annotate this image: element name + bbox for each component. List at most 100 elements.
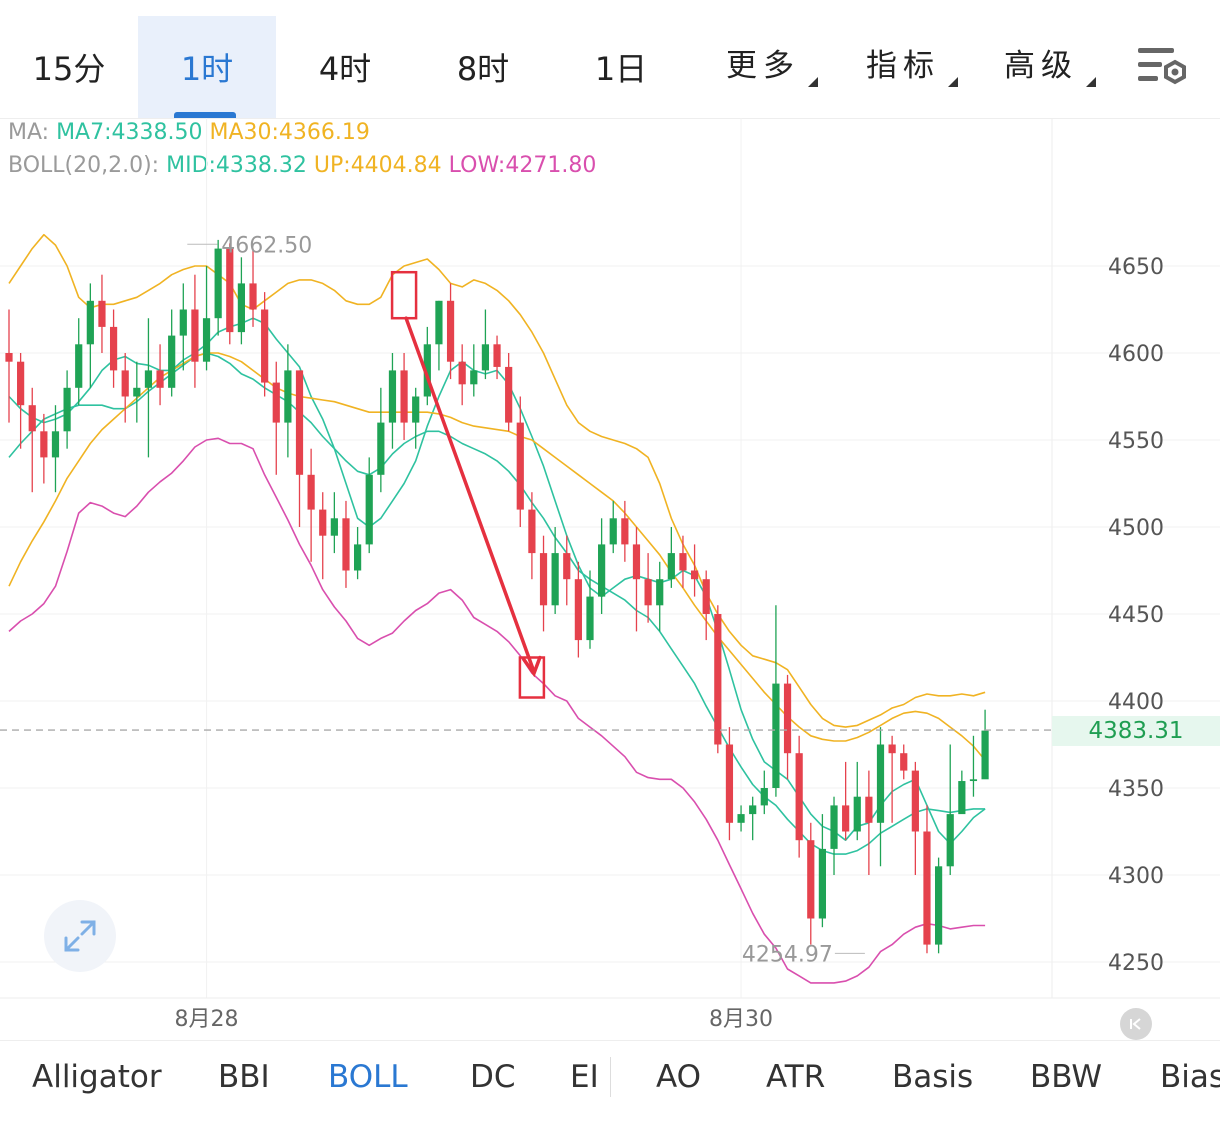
tab-15m[interactable]: 15分 (0, 16, 138, 118)
candle-body-up (609, 518, 617, 545)
y-axis-tick-label: 4600 (1108, 342, 1164, 367)
tab-1d[interactable]: 1日 (552, 16, 690, 118)
indicator-tab-ao[interactable]: AO (656, 1059, 702, 1095)
candle-body-up (760, 788, 768, 806)
indicator-tab-bias[interactable]: Bias (1160, 1059, 1220, 1095)
indicator-tab-bbw[interactable]: BBW (1030, 1059, 1103, 1095)
indicator-tab-ei[interactable]: EI (570, 1059, 596, 1095)
candle-body-down (191, 309, 199, 362)
candle-body-up (818, 848, 826, 919)
candle-body-up (75, 344, 83, 388)
candle-body-down (807, 840, 815, 919)
candle-body-up (365, 474, 373, 545)
candle-body-up (423, 344, 431, 397)
fullscreen-button[interactable] (44, 900, 116, 972)
y-axis-tick-label: 4400 (1108, 690, 1164, 715)
drawing-arrowhead (522, 655, 542, 678)
x-axis-tick-label: 8月28 (175, 1007, 239, 1032)
more-menu-button[interactable]: 更多 (726, 40, 818, 87)
candle-body-down (319, 509, 327, 536)
candle-body-down (621, 518, 629, 545)
candle-body-down (679, 553, 687, 571)
y-axis-tick-label: 4550 (1108, 429, 1164, 454)
tab-4h-label: 4时 (318, 50, 372, 88)
candle-body-up (656, 579, 664, 606)
advanced-menu-label: 高级 (1004, 48, 1078, 84)
y-axis-tick-label: 4650 (1108, 255, 1164, 280)
tab-8h[interactable]: 8时 (414, 16, 552, 118)
tab-4h[interactable]: 4时 (276, 16, 414, 118)
series-line-mid (8, 352, 986, 855)
candle-body-up (946, 814, 954, 867)
candlestick-chart[interactable]: 4650 4600 4550 4500 4450 4400 4350 4300 4250 8月28… (0, 118, 1220, 1038)
drawing-end-box (518, 656, 546, 699)
ma7-value: MA7:4338.50 (56, 120, 203, 145)
candle-body-down (714, 614, 722, 745)
candle-body-down (226, 248, 234, 333)
indicator-tab-bar: Alligator BBI BOLL DC EI AO ATR Basis BB… (0, 1040, 1220, 1124)
candle-body-up (214, 248, 222, 319)
candle-body-up (749, 805, 757, 815)
indicator-tab-boll[interactable]: BOLL (328, 1059, 408, 1095)
boll-low-value: LOW:4271.80 (448, 153, 597, 178)
chart-settings-button[interactable] (1136, 44, 1188, 88)
candle-body-down (28, 405, 36, 432)
boll-legend: BOLL(20,2.0): MID:4338.32 UP:4404.84 LOW… (8, 153, 596, 178)
indicator-tab-basis[interactable]: Basis (892, 1059, 974, 1095)
advanced-menu-button[interactable]: 高级 (1004, 40, 1096, 87)
indicators-menu-button[interactable]: 指标 (866, 40, 958, 87)
candle-body-up (935, 866, 943, 945)
candle-body-up (144, 370, 153, 388)
candle-body-down (40, 431, 48, 458)
candle-body-down (690, 570, 699, 580)
boll-up-value: UP:4404.84 (313, 153, 442, 178)
indicator-tab-bbi[interactable]: BBI (218, 1059, 270, 1095)
tab-8h-label: 8时 (456, 50, 510, 88)
candle-body-down (446, 300, 455, 362)
candle-body-down (249, 283, 257, 310)
candle-body-up (470, 370, 478, 385)
candle-body-down (272, 382, 280, 423)
candle-body-up (737, 814, 745, 823)
candle-body-down (923, 831, 931, 945)
tab-1h[interactable]: 1时 (138, 16, 276, 118)
active-tab-underline (174, 112, 236, 118)
candle-body-up (168, 335, 176, 388)
indicator-divider (610, 1057, 611, 1097)
scroll-to-latest-button[interactable] (1120, 1008, 1152, 1040)
candle-body-down (539, 553, 548, 606)
candle-body-up (330, 518, 338, 536)
ma-legend-prefix: MA: (8, 120, 50, 145)
candle-body-down (888, 744, 896, 754)
low-price-label: 4254.97 (742, 942, 833, 967)
x-axis-tick-label: 8月30 (709, 1007, 773, 1032)
candle-body-down (632, 544, 641, 580)
series-line-low (8, 437, 986, 984)
indicator-tab-alligator[interactable]: Alligator (32, 1059, 162, 1095)
candle-body-up (876, 744, 885, 823)
candle-body-down (563, 553, 571, 580)
candle-body-up (388, 370, 397, 423)
candle-body-up (958, 781, 966, 815)
candle-body-down (911, 770, 919, 832)
candle-body-up (51, 431, 60, 458)
candle-body-down (121, 370, 129, 397)
dropdown-corner-icon (1086, 77, 1096, 87)
candle-body-down (295, 370, 304, 475)
dropdown-corner-icon (948, 77, 958, 87)
indicator-tab-dc[interactable]: DC (470, 1059, 516, 1095)
tab-1d-label: 1日 (594, 50, 648, 88)
candle-body-down (725, 744, 734, 823)
candle-body-down (842, 805, 850, 832)
series-line-up (8, 233, 986, 728)
candle-body-up (284, 370, 292, 423)
drawing-start-box (390, 270, 418, 320)
candle-body-up (63, 387, 71, 432)
candle-body-down (528, 509, 536, 554)
ma30-value: MA30:4366.19 (209, 120, 370, 145)
drawing-arrow-line (404, 316, 536, 674)
dropdown-corner-icon (808, 77, 818, 87)
candle-body-down (261, 309, 269, 383)
indicator-tab-atr[interactable]: ATR (766, 1059, 826, 1095)
candle-body-down (795, 753, 803, 841)
